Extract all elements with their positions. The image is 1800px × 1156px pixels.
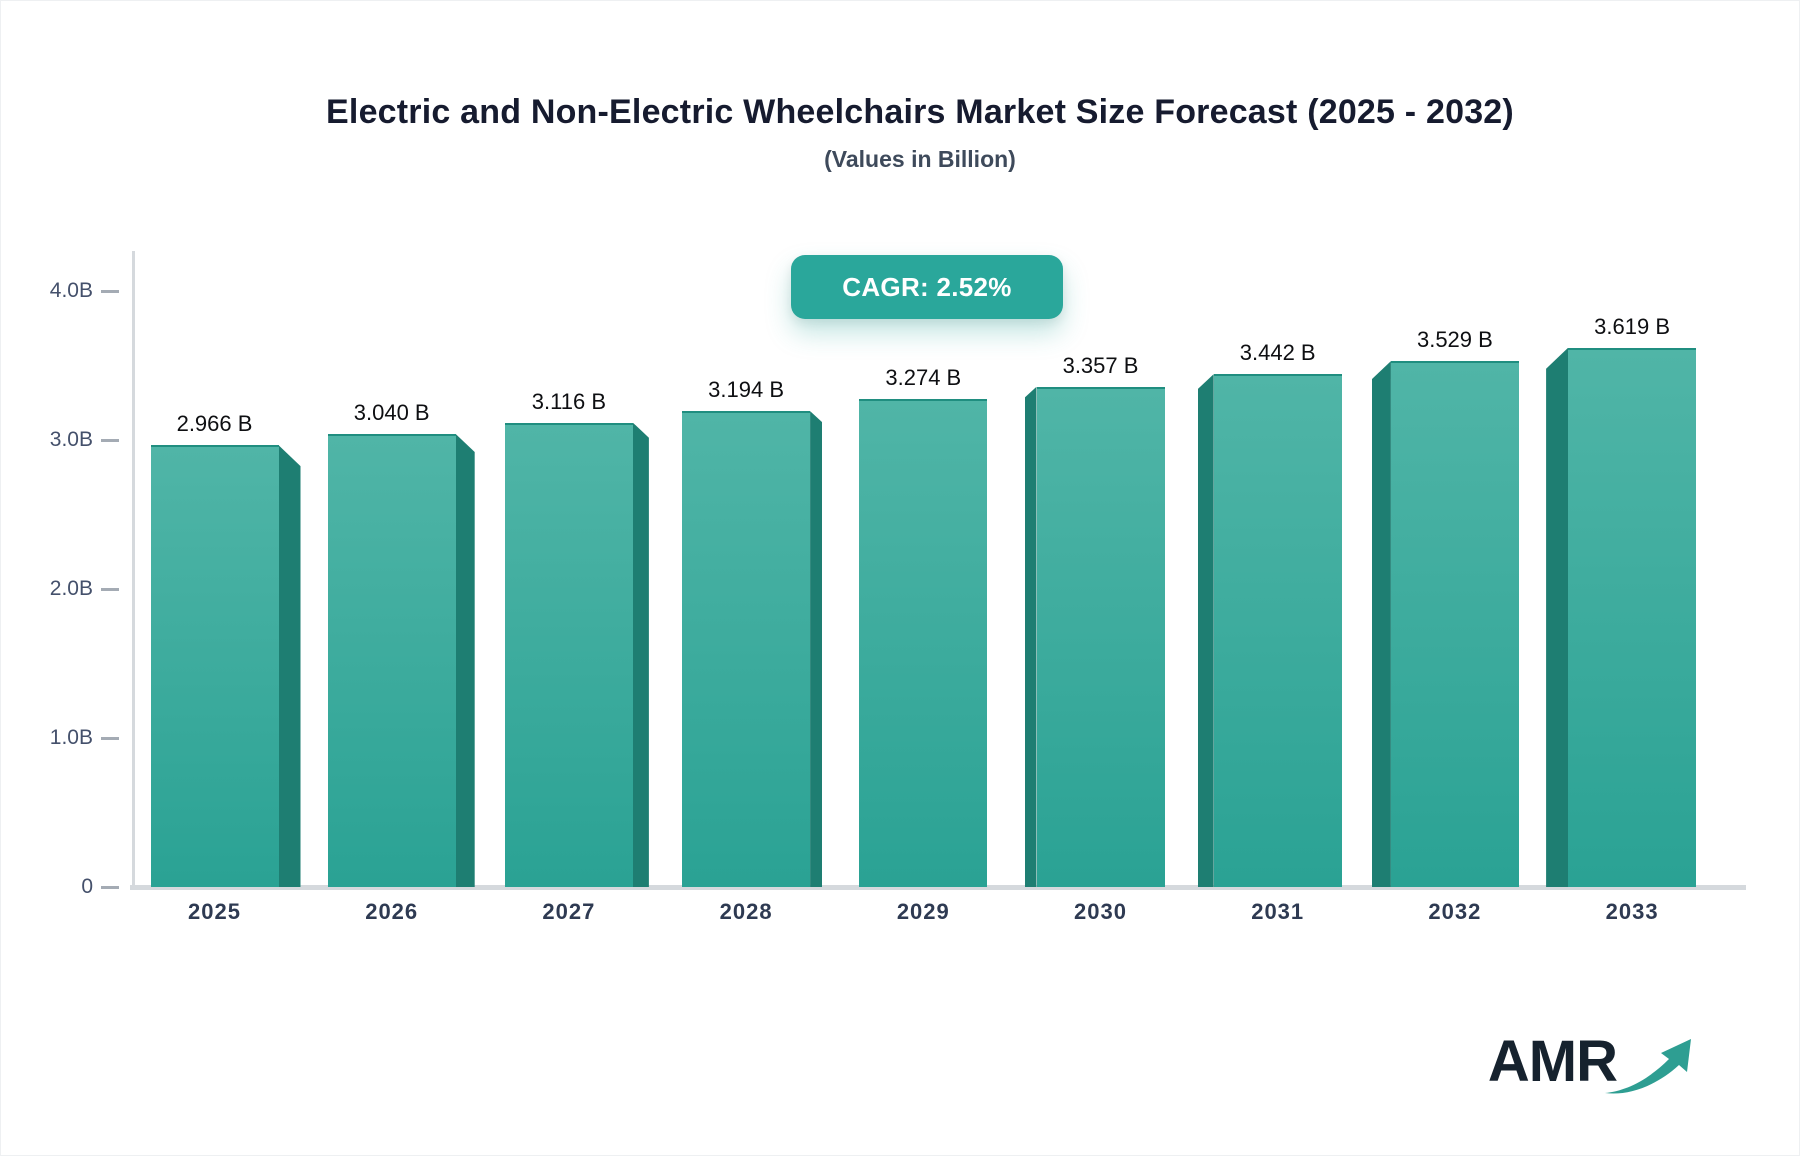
bar-3d-side	[278, 445, 301, 887]
bar-3d-side	[1546, 347, 1569, 887]
bar-3d-side	[1371, 361, 1391, 887]
bar-2031	[1213, 374, 1342, 887]
bar-value-label: 3.619 B	[1594, 313, 1671, 339]
bar-value-label: 3.274 B	[885, 365, 962, 391]
bar-2032	[1390, 361, 1519, 887]
bar-value-label: 3.442 B	[1239, 340, 1316, 366]
amr-logo-text: AMR	[1487, 1029, 1618, 1094]
bar-2030	[1036, 386, 1165, 887]
x-axis-label: 2027	[542, 899, 596, 924]
bar-2033	[1568, 347, 1697, 887]
bar-3d-side	[810, 411, 823, 887]
bar-2029	[859, 399, 988, 887]
x-axis-label: 2028	[719, 899, 773, 924]
y-tick-label: 0	[81, 875, 93, 898]
x-axis-label: 2032	[1428, 899, 1482, 924]
y-tick-mark	[101, 737, 119, 740]
x-axis-label: 2029	[896, 899, 950, 924]
amr-logo: AMR	[1488, 1033, 1699, 1097]
y-tick-mark	[101, 886, 119, 889]
bar-3d-side	[632, 422, 649, 887]
x-axis-label: 2030	[1074, 899, 1127, 924]
y-tick-mark	[101, 439, 119, 442]
cagr-badge: CAGR: 2.52%	[791, 255, 1063, 319]
chart-subtitle: (Values in Billion)	[824, 146, 1016, 172]
x-axis-line	[130, 885, 1746, 890]
bar-2027	[504, 422, 633, 887]
bar-3d-side	[1197, 374, 1214, 887]
growth-arrow-icon	[1605, 1039, 1691, 1094]
y-tick-label: 2.0B	[49, 577, 93, 600]
bar-3d-side	[1024, 386, 1037, 887]
chart-title: Electric and Non-Electric Wheelchairs Ma…	[326, 93, 1514, 131]
y-tick-mark	[101, 290, 119, 293]
x-axis-label: 2025	[188, 899, 241, 924]
bar-value-label: 3.529 B	[1416, 327, 1493, 353]
bar-value-label: 2.966 B	[176, 411, 253, 437]
x-axis-label: 2033	[1605, 899, 1659, 924]
x-axis-label: 2031	[1251, 899, 1305, 924]
y-axis-line	[132, 251, 135, 887]
bar-2025	[150, 445, 279, 887]
bar-2026	[327, 434, 456, 887]
x-axis-label: 2026	[365, 899, 419, 924]
y-tick-label: 4.0B	[49, 279, 93, 302]
bar-value-label: 3.040 B	[353, 400, 430, 426]
y-tick-mark	[101, 588, 119, 591]
chart-header: Electric and Non-Electric Wheelchairs Ma…	[41, 93, 1799, 173]
y-tick-label: 3.0B	[49, 428, 93, 451]
bar-value-label: 3.194 B	[708, 377, 785, 403]
y-tick-label: 1.0B	[49, 726, 93, 749]
bar-2028	[682, 411, 811, 887]
bar-value-label: 3.116 B	[531, 388, 606, 414]
bar-value-label: 3.357 B	[1062, 352, 1139, 378]
bar-3d-side	[455, 434, 475, 887]
